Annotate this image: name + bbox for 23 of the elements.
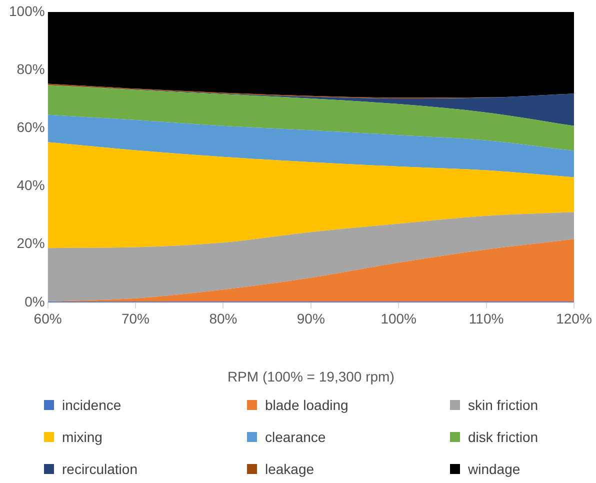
- y-tick-label: 100%: [8, 2, 45, 19]
- x-tick-label: 70%: [121, 310, 150, 327]
- legend-label: clearance: [265, 429, 326, 445]
- legend-label: leakage: [265, 461, 314, 477]
- y-tick-label: 80%: [16, 60, 45, 77]
- x-axis-title: RPM (100% = 19,300 rpm): [227, 368, 394, 384]
- y-tick-label: 40%: [16, 177, 45, 194]
- legend-label: skin friction: [468, 397, 538, 413]
- legend-label: disk friction: [468, 429, 538, 445]
- legend-label: recirculation: [62, 461, 138, 477]
- x-tick-label: 90%: [296, 310, 325, 327]
- x-tick-label: 80%: [209, 310, 238, 327]
- y-tick-label: 60%: [16, 119, 45, 136]
- x-tick-label: 110%: [468, 310, 504, 327]
- legend-label: incidence: [62, 397, 122, 413]
- legend-label: mixing: [62, 429, 102, 445]
- y-tick-label: 0%: [24, 293, 45, 310]
- legend-label: blade loading: [265, 397, 348, 413]
- legend-label: windage: [468, 461, 520, 477]
- x-tick-label: 100%: [380, 310, 417, 327]
- x-tick-label: 60%: [34, 310, 62, 327]
- x-tick-label: 120%: [556, 310, 592, 327]
- y-tick-label: 20%: [16, 235, 45, 252]
